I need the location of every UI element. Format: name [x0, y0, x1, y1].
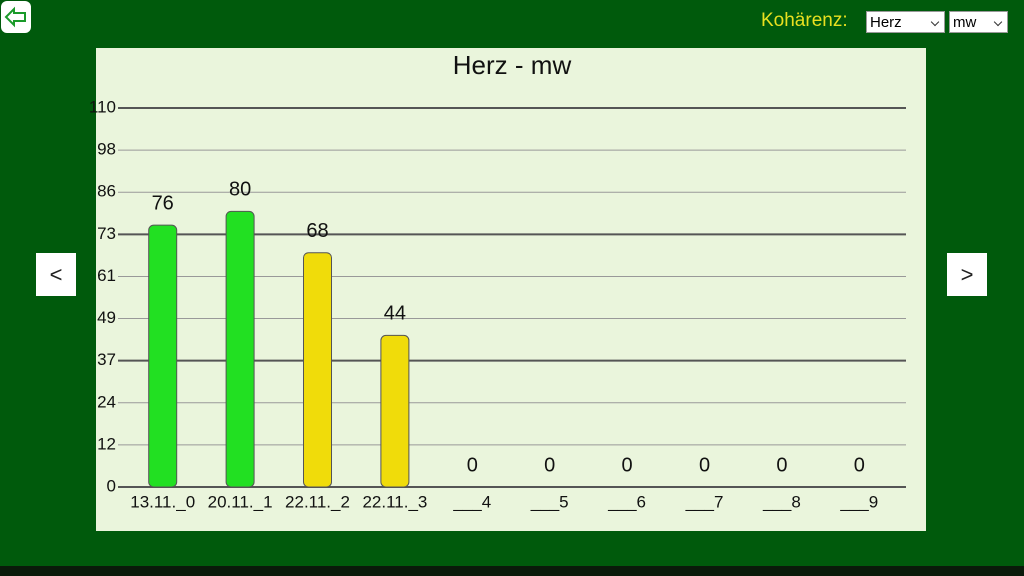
y-tick-label: 24: [97, 392, 116, 411]
x-tick-label: ___5: [530, 492, 569, 511]
y-tick-label: 12: [97, 434, 116, 453]
y-tick-label: 49: [97, 308, 116, 327]
bottom-bar: [0, 566, 1024, 576]
x-tick-label: ___4: [452, 492, 491, 511]
x-tick-label: ___7: [685, 492, 724, 511]
x-tick-label: ___9: [839, 492, 878, 511]
y-tick-label: 86: [97, 182, 116, 201]
value-label: 80: [229, 179, 251, 201]
mode-select[interactable]: mw: [949, 11, 1008, 33]
value-label: 0: [467, 454, 478, 476]
next-button[interactable]: >: [947, 253, 987, 296]
x-tick-label: 22.11._2: [285, 492, 350, 511]
value-label: 44: [384, 303, 406, 325]
value-label: 76: [152, 192, 174, 214]
value-label: 0: [776, 454, 787, 476]
y-tick-label: 61: [97, 266, 116, 285]
value-label: 0: [622, 454, 633, 476]
bar: [303, 252, 332, 488]
x-tick-label: 20.11._1: [208, 492, 273, 511]
x-tick-label: ___8: [762, 492, 801, 511]
value-label: 0: [699, 454, 710, 476]
value-label: 0: [854, 454, 865, 476]
chart-panel: [96, 48, 926, 531]
y-tick-label: 0: [107, 476, 116, 495]
coherence-label: Kohärenz:: [761, 10, 848, 31]
x-tick-label: ___6: [607, 492, 646, 511]
bar: [380, 334, 410, 488]
back-icon: [4, 6, 26, 28]
y-tick-label: 110: [89, 97, 116, 116]
x-tick-label: 22.11._3: [362, 492, 427, 511]
bar: [225, 210, 255, 488]
y-tick-label: 37: [97, 350, 116, 369]
chart-title: Herz - mw: [453, 50, 572, 80]
x-tick-label: 13.11._0: [130, 492, 195, 511]
value-label: 0: [544, 454, 555, 476]
y-tick-label: 73: [97, 224, 116, 243]
bar: [148, 224, 178, 488]
back-button[interactable]: [1, 1, 31, 33]
value-label: 68: [306, 220, 328, 242]
signal-select[interactable]: Herz: [866, 11, 945, 33]
y-tick-label: 98: [97, 140, 116, 159]
prev-button[interactable]: <: [36, 253, 76, 296]
